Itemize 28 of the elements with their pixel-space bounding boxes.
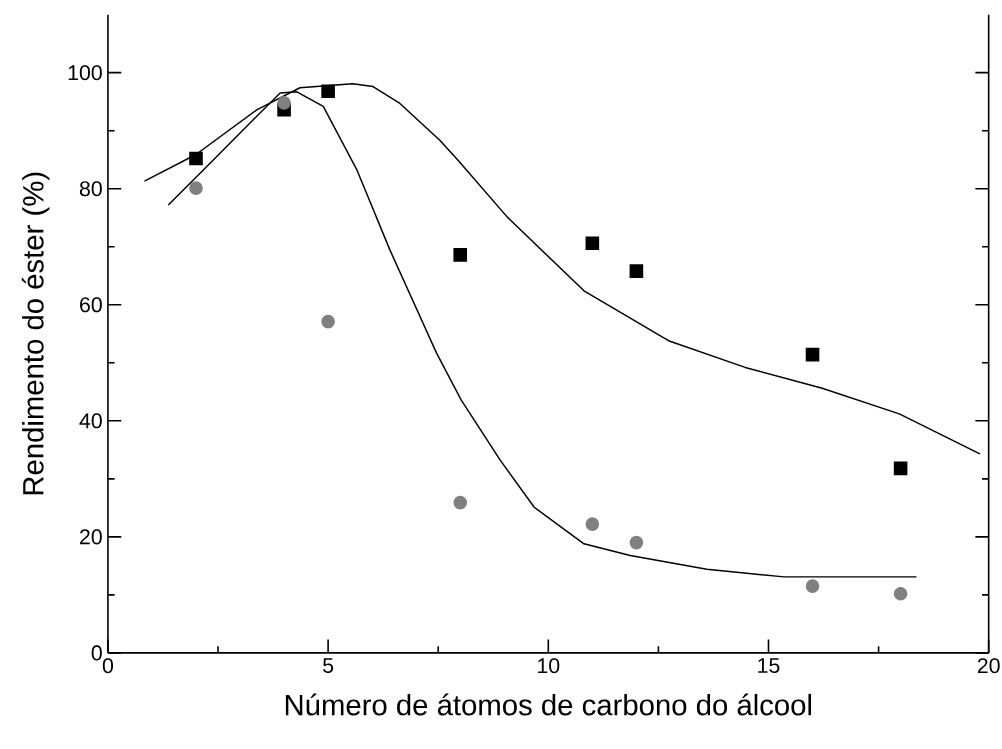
point bbox=[585, 236, 600, 251]
point bbox=[585, 517, 600, 531]
point bbox=[189, 151, 203, 166]
y-tick-label: 20 bbox=[80, 529, 102, 545]
x-axis-title: Número de átomos de carbono do álcool bbox=[285, 693, 812, 716]
x-tick-label: 20 bbox=[977, 658, 1000, 674]
point bbox=[321, 84, 335, 99]
y-axis-title: Rendimento do éster (%) bbox=[21, 172, 50, 495]
point bbox=[453, 248, 468, 262]
point bbox=[893, 461, 908, 476]
x-tick-label: 15 bbox=[758, 658, 780, 674]
x-tick-label: 0 bbox=[102, 658, 114, 674]
x-tick-label: 10 bbox=[538, 658, 560, 674]
point bbox=[893, 586, 908, 601]
point bbox=[321, 314, 335, 329]
y-tick-label: 100 bbox=[68, 65, 102, 81]
y-tick-label: 40 bbox=[79, 413, 102, 429]
point bbox=[805, 347, 820, 362]
point bbox=[805, 579, 820, 594]
point bbox=[629, 264, 644, 278]
y-tick-label: 0 bbox=[91, 645, 102, 661]
point bbox=[453, 495, 468, 510]
point bbox=[189, 181, 203, 196]
point bbox=[629, 535, 644, 550]
point bbox=[277, 96, 291, 110]
x-tick-label: 5 bbox=[323, 658, 334, 674]
y-tick-label: 80 bbox=[79, 181, 102, 197]
y-tick-label: 60 bbox=[80, 297, 102, 313]
